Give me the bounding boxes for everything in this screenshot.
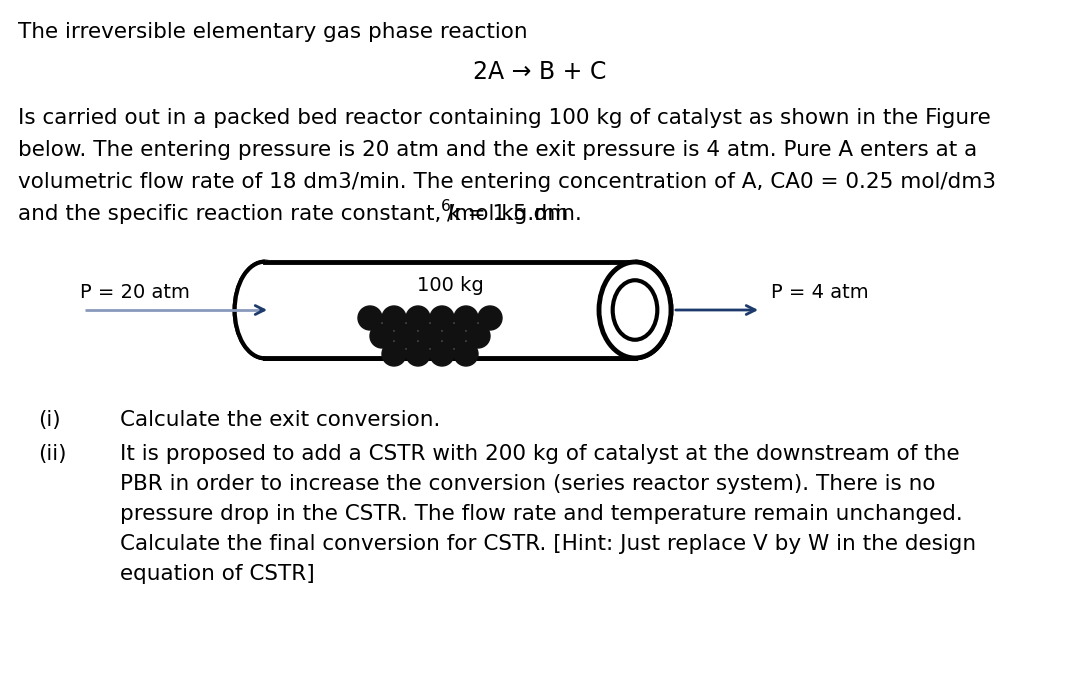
Text: and the specific reaction rate constant, k = 1.5 dm: and the specific reaction rate constant,… [18,204,569,224]
Ellipse shape [613,280,657,340]
Ellipse shape [235,262,295,358]
Circle shape [478,306,502,330]
Circle shape [406,306,431,330]
Circle shape [382,342,406,366]
Text: pressure drop in the CSTR. The flow rate and temperature remain unchanged.: pressure drop in the CSTR. The flow rate… [120,504,962,524]
Circle shape [358,306,382,330]
Text: P = 20 atm: P = 20 atm [80,283,190,302]
Circle shape [466,324,490,348]
Text: 100 kg: 100 kg [416,276,483,295]
Ellipse shape [599,262,671,358]
Text: 2A → B + C: 2A → B + C [474,60,606,84]
Text: Is carried out in a packed bed reactor containing 100 kg of catalyst as shown in: Is carried out in a packed bed reactor c… [18,108,991,128]
Text: (i): (i) [38,410,60,430]
Circle shape [406,342,431,366]
Text: Calculate the final conversion for CSTR. [Hint: Just replace V by W in the desig: Calculate the final conversion for CSTR.… [120,534,976,554]
Text: It is proposed to add a CSTR with 200 kg of catalyst at the downstream of the: It is proposed to add a CSTR with 200 kg… [120,444,959,464]
Circle shape [431,306,454,330]
Text: /mol.kg.min.: /mol.kg.min. [447,204,582,224]
Ellipse shape [613,280,657,340]
Bar [265,260,640,360]
Circle shape [454,342,478,366]
Text: equation of CSTR]: equation of CSTR] [120,564,315,584]
Text: Calculate the exit conversion.: Calculate the exit conversion. [120,410,440,430]
Text: below. The entering pressure is 20 atm and the exit pressure is 4 atm. Pure A en: below. The entering pressure is 20 atm a… [18,140,978,160]
Circle shape [442,324,466,348]
Bar [265,262,636,358]
Bar [265,257,636,363]
Circle shape [454,306,478,330]
Circle shape [431,342,454,366]
Circle shape [382,306,406,330]
Ellipse shape [599,262,671,358]
Text: P = 4 atm: P = 4 atm [771,283,869,302]
Bar [265,257,640,363]
Circle shape [418,324,442,348]
Ellipse shape [236,264,293,356]
Circle shape [370,324,394,348]
Circle shape [394,324,418,348]
Text: (ii): (ii) [38,444,67,464]
Text: The irreversible elementary gas phase reaction: The irreversible elementary gas phase re… [18,22,528,42]
Text: volumetric flow rate of 18 dm3/min. The entering concentration of A, CA0 = 0.25 : volumetric flow rate of 18 dm3/min. The … [18,172,996,192]
Text: 6: 6 [441,199,451,214]
Text: PBR in order to increase the conversion (series reactor system). There is no: PBR in order to increase the conversion … [120,474,935,494]
